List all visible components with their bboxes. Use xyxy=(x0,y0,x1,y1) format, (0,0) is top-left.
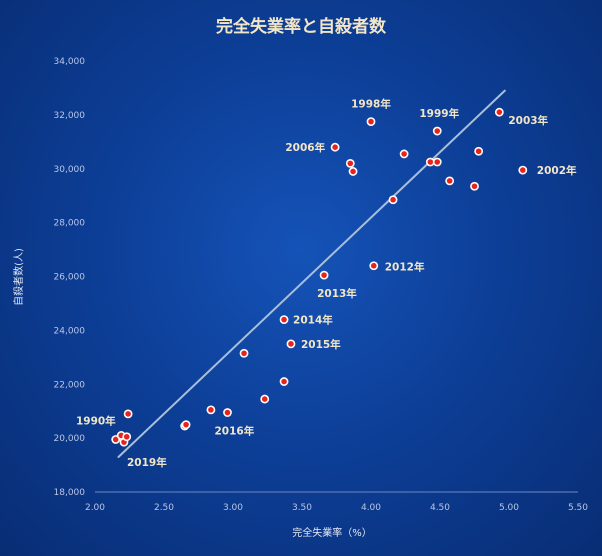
point-annotation: 2013年 xyxy=(317,287,357,300)
data-point xyxy=(474,146,484,156)
data-point xyxy=(388,195,398,205)
data-point xyxy=(181,420,191,430)
y-axis-title: 自殺者数(人) xyxy=(12,248,25,306)
point-annotation: 1998年 xyxy=(351,98,391,111)
data-point xyxy=(345,158,355,168)
data-point xyxy=(319,270,329,280)
data-point xyxy=(348,167,358,176)
x-tick-label: 3.00 xyxy=(223,503,243,513)
point-annotation: 2006年 xyxy=(285,141,325,154)
y-tick-label: 22,000 xyxy=(54,380,86,390)
data-point xyxy=(366,117,376,127)
data-point xyxy=(445,176,455,186)
x-tick-label: 5.00 xyxy=(499,503,519,513)
data-point xyxy=(122,432,132,442)
x-tick-label: 5.50 xyxy=(568,503,588,513)
data-points xyxy=(111,107,528,447)
data-point xyxy=(286,339,296,349)
x-tick-label: 4.50 xyxy=(430,503,450,513)
data-point xyxy=(279,315,289,324)
y-tick-label: 24,000 xyxy=(54,326,86,336)
data-point xyxy=(470,181,479,191)
data-point xyxy=(330,142,340,152)
point-annotation: 2012年 xyxy=(385,261,425,274)
data-point xyxy=(432,126,442,136)
trendline xyxy=(117,89,506,458)
point-annotation: 1999年 xyxy=(419,107,459,120)
x-tick-label: 4.00 xyxy=(361,503,381,513)
x-axis-title: 完全失業率（%） xyxy=(292,526,372,539)
data-point xyxy=(123,409,133,419)
point-annotation: 2002年 xyxy=(537,164,577,177)
data-point xyxy=(518,165,528,175)
data-point xyxy=(223,408,232,417)
point-annotation: 2015年 xyxy=(301,338,341,351)
y-tick-labels: 18,000 20,000 22,000 24,000 26,000 28,000 30,0… xyxy=(54,57,86,498)
data-point xyxy=(369,261,379,271)
y-tick-label: 28,000 xyxy=(54,219,86,229)
chart-title: 完全失業率と自殺者数 xyxy=(216,16,387,37)
point-annotation: 2019年 xyxy=(127,456,167,469)
data-point xyxy=(239,348,249,358)
point-annotation: 2014年 xyxy=(293,314,333,327)
y-tick-label: 32,000 xyxy=(54,111,86,121)
x-tick-label: 2.50 xyxy=(154,503,174,513)
point-annotation: 1990年 xyxy=(76,414,116,427)
x-tick-label: 2.00 xyxy=(85,503,105,513)
data-point xyxy=(260,394,270,404)
point-annotation: 2003年 xyxy=(508,114,548,127)
y-tick-label: 26,000 xyxy=(54,273,86,283)
data-point xyxy=(206,405,216,415)
y-tick-label: 18,000 xyxy=(54,488,86,498)
data-point xyxy=(399,149,409,159)
point-annotation: 2016年 xyxy=(214,425,254,438)
data-point xyxy=(494,107,504,117)
data-point xyxy=(279,377,289,386)
y-tick-label: 34,000 xyxy=(54,57,86,67)
point-annotations: 1998年 1999年 2006年 2003年 2002年 2012年 2013年 2014年… xyxy=(76,98,577,470)
y-tick-label: 30,000 xyxy=(54,165,86,175)
x-tick-labels: 2.00 2.50 3.00 3.50 4.00 4.50 5.00 5.50 xyxy=(85,503,588,513)
x-tick-label: 3.50 xyxy=(292,503,312,513)
y-tick-label: 20,000 xyxy=(54,434,86,444)
data-point xyxy=(432,157,442,167)
